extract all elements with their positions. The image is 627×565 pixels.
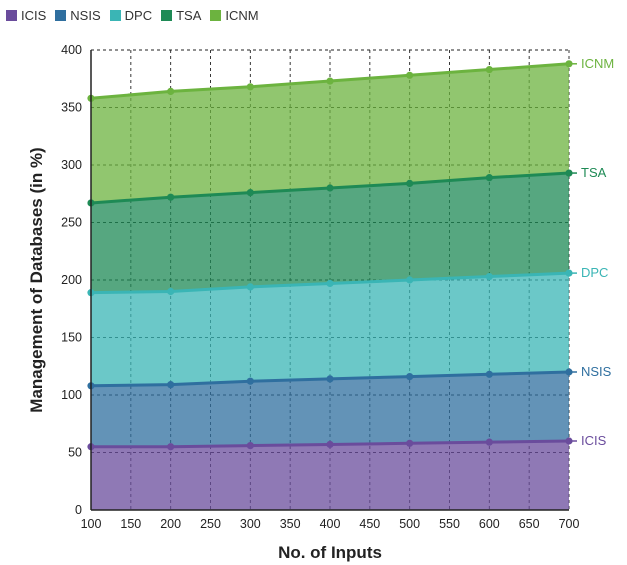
point-dpc	[246, 283, 254, 291]
point-dpc	[565, 269, 573, 277]
point-nsis	[326, 375, 334, 383]
area-icnm	[91, 63, 569, 203]
point-dpc	[167, 287, 175, 296]
legend-label-dpc: DPC	[124, 8, 153, 23]
point-icis	[406, 439, 414, 447]
y-tick-label: 200	[61, 273, 82, 287]
point-nsis	[485, 370, 493, 378]
legend-label-icis: ICIS	[21, 8, 47, 23]
point-icis	[485, 438, 493, 446]
x-tick-label: 550	[439, 517, 460, 531]
area-layer	[91, 63, 569, 510]
point-tsa	[485, 174, 493, 182]
point-icis	[565, 437, 573, 445]
point-nsis	[246, 377, 254, 385]
x-tick-label: 250	[200, 517, 221, 531]
legend-item-tsa: TSA	[161, 8, 201, 23]
point-dpc	[485, 272, 493, 281]
area-tsa	[91, 173, 569, 293]
area-icis	[91, 441, 569, 510]
legend-label-tsa: TSA	[176, 8, 202, 23]
point-icis	[167, 443, 175, 451]
point-icis	[246, 442, 254, 450]
x-tick-label: 650	[519, 517, 540, 531]
y-tick-label: 350	[61, 101, 82, 115]
legend-item-nsis: NSIS	[55, 8, 101, 23]
y-tick-label: 400	[61, 43, 82, 57]
point-icnm	[485, 65, 493, 74]
end-label-nsis: NSIS	[581, 364, 612, 379]
legend-swatch-icnm	[210, 10, 222, 21]
x-tick-label: 150	[120, 517, 141, 531]
legend-label-nsis: NSIS	[70, 8, 101, 23]
x-tick-label: 600	[479, 517, 500, 531]
point-dpc	[406, 276, 414, 284]
point-icnm	[406, 71, 414, 79]
point-icis	[326, 440, 334, 449]
y-tick-label: 100	[61, 388, 82, 402]
axis-layer: 0 50 100 150 200 250 300 350 400 100 150 200 250 300 3…	[61, 43, 579, 531]
point-tsa	[565, 169, 573, 177]
x-tick-label: 100	[81, 517, 102, 531]
line-layer: ICIS NSIS DPC TSA ICNM	[87, 56, 614, 451]
x-tick-label: 400	[320, 517, 341, 531]
y-tick-label: 250	[61, 216, 82, 230]
end-label-tsa: TSA	[581, 165, 607, 180]
legend-swatch-nsis	[55, 10, 67, 21]
point-tsa	[406, 179, 414, 187]
legend-swatch-dpc	[109, 10, 121, 21]
x-tick-label: 350	[280, 517, 301, 531]
legend-label-icnm: ICNM	[225, 8, 259, 23]
legend-item-icis: ICIS	[6, 8, 46, 23]
point-nsis	[406, 373, 414, 381]
point-icnm	[326, 77, 334, 85]
y-tick-label: 300	[61, 158, 82, 172]
chart-legend: ICIS NSIS DPC TSA ICNM	[6, 8, 259, 23]
point-icnm	[246, 83, 254, 91]
y-axis-title: Management of Databases (in %)	[27, 147, 46, 412]
x-tick-label: 300	[240, 517, 261, 531]
x-tick-label: 450	[359, 517, 380, 531]
y-tick-label: 50	[68, 446, 82, 460]
y-tick-label: 150	[61, 331, 82, 345]
point-icnm	[167, 87, 175, 95]
end-label-icis: ICIS	[581, 433, 607, 448]
point-tsa	[167, 193, 175, 201]
area-dpc	[91, 273, 569, 386]
x-axis-title: No. of Inputs	[278, 543, 382, 562]
end-label-dpc: DPC	[581, 265, 608, 280]
area-nsis	[91, 372, 569, 447]
point-tsa	[246, 189, 254, 197]
y-tick-label: 0	[75, 503, 82, 517]
legend-item-icnm: ICNM	[210, 8, 259, 23]
point-nsis	[167, 381, 175, 389]
point-dpc	[326, 279, 334, 288]
point-tsa	[326, 184, 334, 192]
legend-swatch-icis	[6, 10, 17, 21]
point-icnm	[565, 60, 573, 68]
point-nsis	[565, 368, 573, 376]
x-tick-label: 200	[160, 517, 181, 531]
x-tick-label: 500	[399, 517, 420, 531]
legend-swatch-tsa	[161, 10, 173, 21]
legend-item-dpc: DPC	[109, 8, 153, 23]
x-tick-label: 700	[559, 517, 580, 531]
end-label-icnm: ICNM	[581, 56, 614, 71]
